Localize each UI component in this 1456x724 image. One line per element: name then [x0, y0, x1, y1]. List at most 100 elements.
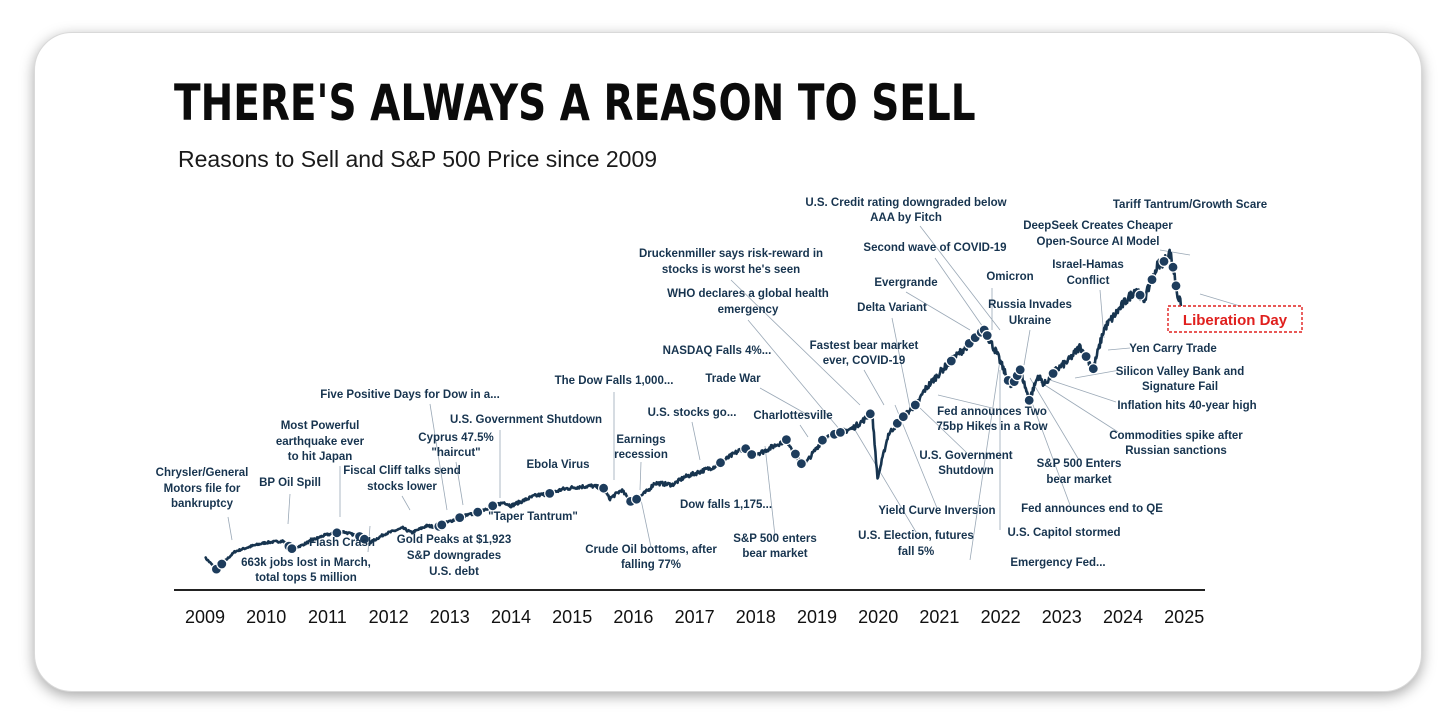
event-marker — [1167, 261, 1179, 273]
annotation-label: S&P 500 enters — [733, 533, 817, 545]
event-marker — [981, 329, 993, 342]
annotation-label: U.S. stocks go... — [648, 407, 737, 419]
annotation-label: Yield Curve Inversion — [878, 505, 995, 517]
leader-line — [799, 424, 809, 438]
event-marker — [795, 458, 808, 470]
annotation-label: Yen Carry Trade — [1129, 343, 1217, 355]
annotation-label: recession — [614, 449, 668, 461]
leader-line — [969, 359, 1001, 561]
highlight-label: Liberation Day — [1183, 312, 1288, 329]
annotation-label: Fed announces Two — [937, 406, 1047, 418]
x-tick-label: 2022 — [981, 607, 1021, 627]
annotation-label: DeepSeek Creates Cheaper — [1023, 220, 1173, 232]
leader-line — [1107, 347, 1131, 351]
event-marker — [780, 434, 793, 446]
event-marker — [714, 457, 727, 469]
annotation-label: Druckenmiller says risk-reward in — [639, 248, 823, 260]
event-marker — [1014, 364, 1026, 376]
annotation-label: Motors file for — [164, 483, 241, 495]
annotation-label: stocks is worst he's seen — [662, 264, 800, 276]
x-tick-label: 2009 — [185, 607, 225, 627]
annotation-label: U.S. debt — [429, 566, 479, 578]
leader-line — [287, 493, 291, 525]
event-marker — [472, 506, 484, 518]
annotation-label: Cyprus 47.5% — [418, 432, 493, 444]
annotation-label: falling 77% — [621, 559, 681, 571]
x-tick-label: 2025 — [1164, 607, 1204, 627]
annotation-label: Gold Peaks at $1,923 — [397, 534, 511, 546]
annotation-label: U.S. Capitol stormed — [1007, 527, 1120, 539]
leader-line — [1159, 249, 1191, 256]
highlight-box — [1167, 305, 1303, 333]
annotation-label: The Dow Falls 1,000... — [555, 375, 674, 387]
leader-line — [1023, 329, 1031, 366]
leader-line — [1074, 369, 1121, 379]
event-marker — [630, 493, 643, 505]
leader-line — [747, 319, 841, 431]
annotation-label: "Taper Tantrum" — [488, 511, 578, 523]
event-marker — [909, 399, 921, 411]
leader-line — [854, 429, 917, 533]
x-tick-label: 2015 — [552, 607, 592, 627]
event-marker — [1158, 255, 1170, 267]
event-marker — [331, 527, 343, 539]
leader-line — [919, 225, 1001, 331]
event-marker — [834, 426, 847, 438]
annotation-label: NASDAQ Falls 4%... — [663, 345, 772, 357]
leader-line — [401, 495, 411, 511]
annotation-label: Dow falls 1,175... — [680, 499, 772, 511]
event-marker — [358, 533, 370, 545]
event-marker — [1170, 280, 1182, 292]
leader-line — [429, 403, 448, 511]
annotation-label: Most Powerful — [281, 420, 360, 432]
annotation-label: Chrysler/General — [156, 467, 249, 479]
leader-line — [905, 291, 971, 331]
leader-line — [759, 387, 809, 416]
annotation-label: Flash Crash — [309, 537, 375, 549]
event-marker — [1087, 363, 1099, 375]
event-marker — [945, 355, 957, 367]
event-marker — [1134, 289, 1146, 301]
annotation-label: 75bp Hikes in a Row — [936, 421, 1047, 433]
x-axis: 2009 2010 2011 2012 2013 2014 2015 2016 2017 2018… — [174, 589, 1205, 627]
annotation-label: U.S. Government Shutdown — [450, 414, 602, 426]
x-tick-label: 2016 — [613, 607, 653, 627]
annotation-label: ever, COVID-19 — [823, 355, 905, 367]
annotation-label: Evergrande — [874, 277, 937, 289]
annotation-label: U.S. Government — [919, 450, 1012, 462]
annotation-label: Russian sanctions — [1125, 445, 1227, 457]
annotation-label: WHO declares a global health — [667, 288, 829, 300]
leader-line — [934, 257, 986, 331]
annotation-label: S&P 500 Enters — [1037, 458, 1122, 470]
annotation-label: AAA by Fitch — [870, 212, 942, 224]
chart-title: THERE'S ALWAYS A REASON TO SELL — [174, 74, 976, 132]
leader-line — [730, 279, 861, 406]
leader-line — [1199, 293, 1241, 307]
event-markers — [210, 255, 1182, 575]
annotation-label: emergency — [718, 304, 779, 316]
chart-subtitle: Reasons to Sell and S&P 500 Price since … — [178, 146, 658, 172]
annotation-label: Signature Fail — [1142, 381, 1218, 393]
annotation-leader-lines — [227, 225, 1241, 561]
event-marker — [789, 448, 802, 460]
leader-line — [455, 461, 464, 506]
annotation-label: Fiscal Cliff talks send — [343, 465, 461, 477]
x-tick-label: 2013 — [430, 607, 470, 627]
leader-line — [227, 516, 233, 541]
annotation-label: bear market — [742, 548, 807, 560]
x-tick-label: 2019 — [797, 607, 837, 627]
annotation-label: Second wave of COVID-19 — [863, 242, 1006, 254]
event-marker — [216, 558, 228, 570]
annotation-label: Crude Oil bottoms, after — [585, 544, 717, 556]
event-marker — [746, 448, 758, 461]
annotation-label: Emergency Fed... — [1010, 557, 1105, 569]
event-marker — [897, 411, 909, 423]
annotation-label: Earnings — [616, 434, 665, 446]
leader-line — [919, 407, 967, 453]
annotation-label: fall 5% — [898, 546, 934, 558]
annotation-label: Commodities spike after — [1109, 430, 1243, 442]
annotation-labels: Chrysler/General Motors file for bankruptc… — [156, 197, 1303, 584]
x-tick-label: 2020 — [858, 607, 898, 627]
annotation-label: Fastest bear market — [810, 340, 919, 352]
